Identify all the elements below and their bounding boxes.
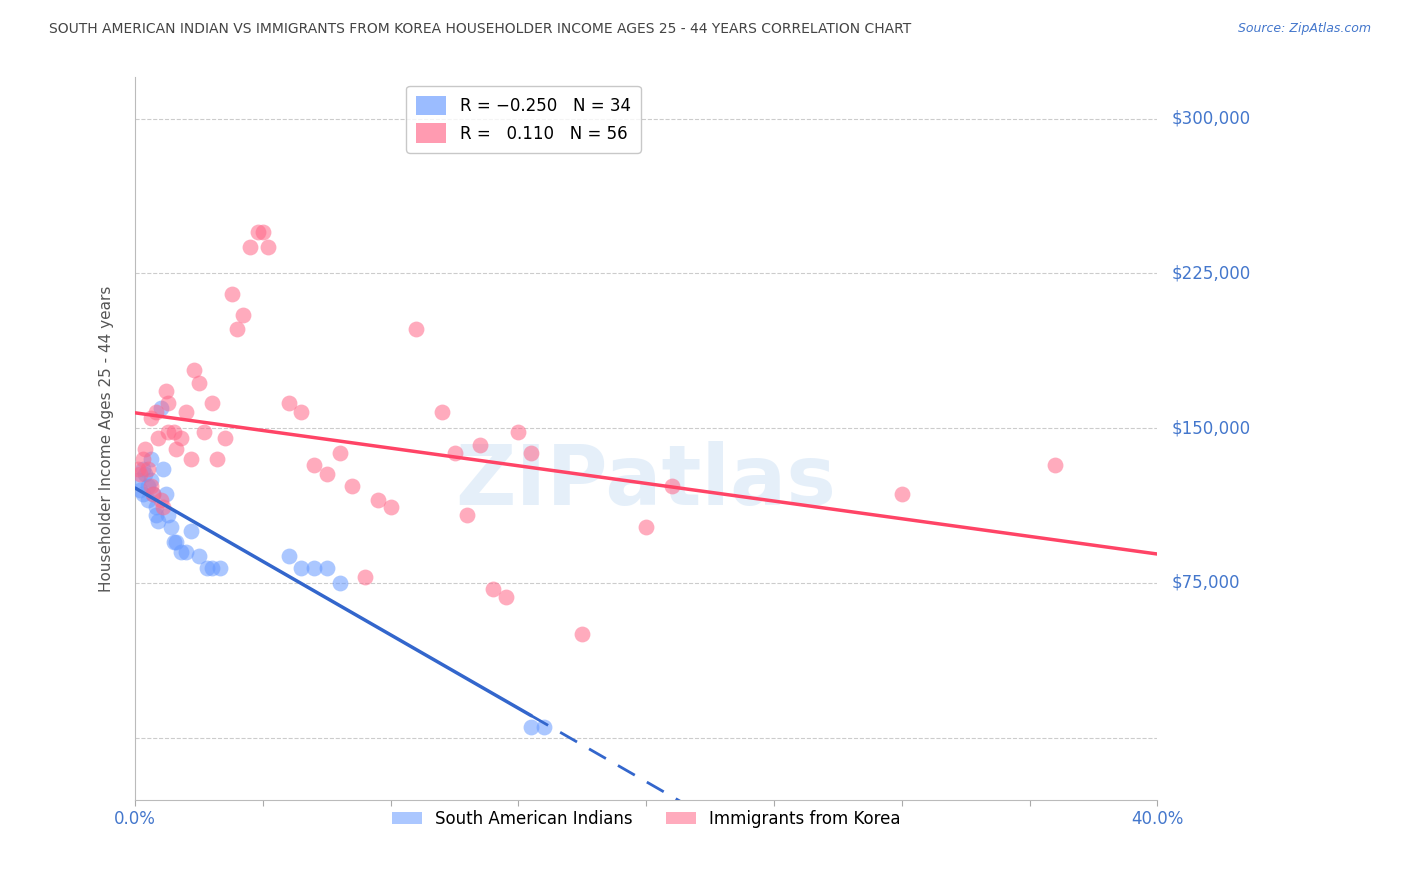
Point bbox=[520, 446, 543, 460]
Point bbox=[170, 545, 193, 559]
Point bbox=[134, 467, 156, 481]
Point bbox=[152, 500, 174, 514]
Point bbox=[257, 239, 280, 253]
Point bbox=[139, 473, 162, 487]
Point bbox=[148, 514, 170, 528]
Point bbox=[180, 452, 202, 467]
Text: $75,000: $75,000 bbox=[1171, 574, 1240, 592]
Point bbox=[132, 487, 155, 501]
Point bbox=[1043, 458, 1066, 473]
Point bbox=[430, 405, 453, 419]
Point bbox=[183, 363, 205, 377]
Point bbox=[290, 405, 312, 419]
Point bbox=[129, 467, 152, 481]
Point bbox=[205, 452, 228, 467]
Text: $150,000: $150,000 bbox=[1171, 419, 1250, 437]
Point bbox=[136, 479, 159, 493]
Point bbox=[890, 487, 912, 501]
Point bbox=[468, 438, 491, 452]
Point bbox=[162, 534, 184, 549]
Point bbox=[132, 462, 155, 476]
Point bbox=[152, 462, 174, 476]
Point bbox=[139, 410, 162, 425]
Point bbox=[246, 225, 269, 239]
Point bbox=[157, 425, 180, 440]
Point bbox=[342, 479, 364, 493]
Point bbox=[176, 405, 198, 419]
Point bbox=[188, 549, 211, 563]
Point bbox=[201, 396, 224, 410]
Point bbox=[165, 534, 187, 549]
Point bbox=[661, 479, 683, 493]
Point bbox=[145, 405, 167, 419]
Point bbox=[149, 493, 172, 508]
Point bbox=[239, 239, 262, 253]
Point bbox=[315, 561, 337, 575]
Point bbox=[571, 627, 593, 641]
Point bbox=[636, 520, 658, 534]
Point bbox=[155, 487, 177, 501]
Point bbox=[367, 493, 389, 508]
Point bbox=[520, 720, 543, 734]
Legend: South American Indians, Immigrants from Korea: South American Indians, Immigrants from … bbox=[385, 803, 907, 835]
Point bbox=[132, 452, 155, 467]
Point bbox=[508, 425, 530, 440]
Point bbox=[214, 432, 236, 446]
Point bbox=[148, 432, 170, 446]
Point bbox=[533, 720, 555, 734]
Point bbox=[443, 446, 465, 460]
Point bbox=[139, 452, 162, 467]
Point bbox=[149, 401, 172, 415]
Point bbox=[221, 287, 243, 301]
Point bbox=[380, 500, 402, 514]
Point bbox=[302, 458, 325, 473]
Point bbox=[188, 376, 211, 390]
Point bbox=[180, 524, 202, 539]
Point bbox=[160, 520, 183, 534]
Point bbox=[195, 561, 218, 575]
Point bbox=[142, 487, 165, 501]
Point bbox=[277, 396, 299, 410]
Point bbox=[176, 545, 198, 559]
Point bbox=[252, 225, 274, 239]
Point bbox=[302, 561, 325, 575]
Point bbox=[226, 322, 249, 336]
Point bbox=[482, 582, 505, 596]
Point bbox=[155, 384, 177, 398]
Point bbox=[142, 487, 165, 501]
Point bbox=[127, 473, 149, 487]
Point bbox=[170, 432, 193, 446]
Point bbox=[127, 462, 149, 476]
Point bbox=[456, 508, 478, 522]
Point bbox=[329, 575, 352, 590]
Point bbox=[354, 570, 377, 584]
Point bbox=[139, 479, 162, 493]
Point bbox=[201, 561, 224, 575]
Point bbox=[162, 425, 184, 440]
Point bbox=[329, 446, 352, 460]
Point bbox=[134, 442, 156, 456]
Point bbox=[290, 561, 312, 575]
Text: Source: ZipAtlas.com: Source: ZipAtlas.com bbox=[1237, 22, 1371, 36]
Text: $300,000: $300,000 bbox=[1171, 110, 1250, 128]
Point bbox=[145, 500, 167, 514]
Point bbox=[165, 442, 187, 456]
Point bbox=[129, 483, 152, 497]
Point bbox=[277, 549, 299, 563]
Text: $225,000: $225,000 bbox=[1171, 264, 1250, 283]
Point bbox=[315, 467, 337, 481]
Point bbox=[495, 591, 517, 605]
Point bbox=[405, 322, 427, 336]
Y-axis label: Householder Income Ages 25 - 44 years: Householder Income Ages 25 - 44 years bbox=[100, 285, 114, 591]
Point bbox=[157, 508, 180, 522]
Point bbox=[136, 462, 159, 476]
Text: SOUTH AMERICAN INDIAN VS IMMIGRANTS FROM KOREA HOUSEHOLDER INCOME AGES 25 - 44 Y: SOUTH AMERICAN INDIAN VS IMMIGRANTS FROM… bbox=[49, 22, 911, 37]
Point bbox=[157, 396, 180, 410]
Point bbox=[208, 561, 231, 575]
Text: ZIPatlas: ZIPatlas bbox=[456, 442, 837, 523]
Point bbox=[136, 493, 159, 508]
Point bbox=[145, 508, 167, 522]
Point bbox=[231, 308, 253, 322]
Point bbox=[193, 425, 215, 440]
